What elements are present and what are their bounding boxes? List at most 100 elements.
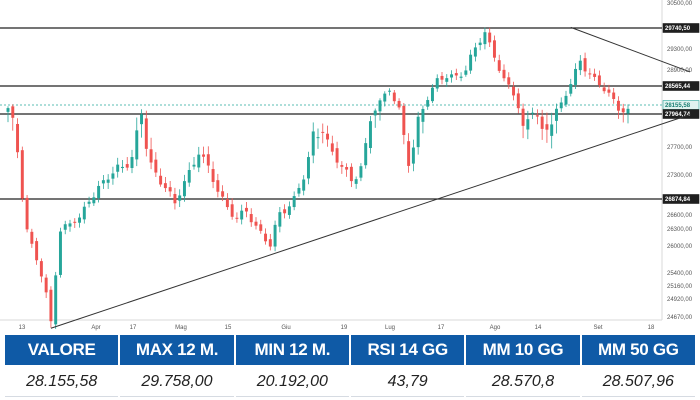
candle-body: [306, 157, 310, 179]
candle-body: [259, 224, 263, 231]
candle-body: [340, 165, 344, 167]
resistance-trendline: [570, 26, 691, 73]
level-tag: [662, 23, 700, 33]
candle-body: [149, 149, 153, 163]
candle-body: [378, 100, 382, 112]
candle-body: [430, 87, 434, 102]
candle-body: [588, 73, 592, 75]
candle-body: [221, 191, 225, 197]
candle-body: [206, 154, 210, 166]
candle-body: [483, 32, 487, 45]
y-tick-label: 30500,00: [667, 1, 693, 7]
candle-body: [330, 143, 334, 152]
y-tick-label: 26000,00: [667, 244, 693, 250]
chart-svg: 30500,00 29300,00 28900,00 27700,00 27300,00…: [0, 0, 700, 331]
stat-header-max-12m: MAX 12 M.: [120, 335, 234, 365]
candle-body: [244, 207, 248, 212]
candle-body: [478, 42, 482, 46]
stat-value-mm-50gg: 28.507,96: [581, 367, 695, 397]
level-tag: [662, 194, 700, 204]
candle-body: [168, 187, 172, 192]
candle-body: [426, 100, 430, 107]
candle-body: [564, 95, 568, 105]
x-tick-label: 17: [438, 325, 445, 331]
candle-body: [526, 119, 530, 130]
candle-body: [25, 197, 29, 230]
stats-table: VALORE MAX 12 M. MIN 12 M. RSI 14 GG MM …: [5, 335, 695, 397]
candle-body: [202, 154, 206, 157]
candle-body: [144, 118, 148, 149]
candle-body: [54, 275, 58, 325]
candle-body: [450, 74, 454, 78]
candle-body: [6, 108, 10, 112]
y-tick-label: 26300,00: [667, 227, 693, 233]
candle-body: [268, 239, 272, 247]
candle-body: [612, 92, 616, 99]
y-tick-label: 27300,00: [667, 173, 693, 179]
candle-body: [287, 206, 291, 215]
candle-body: [116, 164, 120, 172]
candle-body: [373, 110, 377, 116]
candle-body: [597, 75, 601, 86]
x-tick-label: Apr: [91, 325, 100, 331]
candle-body: [621, 108, 625, 113]
candle-body: [58, 231, 62, 275]
candle-body: [82, 206, 86, 220]
candle-body: [163, 183, 167, 189]
stat-header-mm-50gg: MM 50 GG: [581, 335, 695, 365]
candle-body: [235, 217, 239, 219]
candle-body: [402, 105, 406, 135]
candle-body: [388, 90, 392, 92]
candle-body: [49, 289, 53, 322]
candle-body: [583, 58, 587, 72]
candle-body: [273, 224, 277, 247]
stat-value-min-12m: 20.192,00: [235, 367, 349, 397]
x-tick-label: 17: [130, 325, 137, 331]
candle-body: [421, 108, 425, 122]
stat-value-max-12m: 29.758,00: [120, 367, 234, 397]
candle-body: [354, 179, 358, 184]
candle-body: [73, 221, 77, 223]
candle-body: [159, 175, 163, 185]
candle-body: [278, 212, 282, 227]
candle-body: [106, 179, 110, 183]
y-tick-label: 25160,00: [667, 284, 693, 290]
y-tick-label: 24670,00: [667, 315, 693, 321]
level-tag-label: 26874,84: [665, 197, 691, 203]
candle-body: [445, 78, 449, 82]
candle-body: [607, 89, 611, 93]
y-tick-label: 25400,00: [667, 271, 693, 277]
candle-body: [540, 116, 544, 129]
candle-body: [311, 131, 315, 156]
candle-body: [182, 181, 186, 197]
candle-body: [602, 87, 606, 92]
candle-body: [39, 261, 43, 277]
candle-body: [197, 154, 201, 168]
support-trendline: [50, 114, 691, 329]
candle-body: [616, 100, 620, 111]
candle-body: [473, 47, 477, 57]
candle-body: [302, 179, 306, 191]
candle-body: [20, 150, 24, 199]
x-tick-label: 18: [648, 325, 655, 331]
candle-body: [230, 204, 234, 217]
candle-body: [578, 60, 582, 71]
y-tick-label: 27700,00: [667, 145, 693, 151]
x-tick-label: 14: [535, 325, 542, 331]
candle-body: [469, 54, 473, 71]
candle-body: [211, 169, 215, 182]
candle-body: [364, 143, 368, 166]
candle-body: [35, 241, 39, 261]
candle-body: [140, 114, 144, 125]
candle-body: [345, 167, 349, 170]
candle-body: [173, 194, 177, 204]
y-tick-label: 28900,00: [667, 68, 693, 74]
candle-body: [397, 100, 401, 108]
candle-body: [502, 69, 506, 79]
y-tick-label: 26600,00: [667, 213, 693, 219]
stat-value-mm-10gg: 28.570,8: [466, 367, 580, 397]
candle-body: [101, 180, 105, 184]
candle-body: [335, 148, 339, 163]
x-tick-label: Ago: [490, 325, 501, 331]
candle-body: [130, 157, 134, 169]
